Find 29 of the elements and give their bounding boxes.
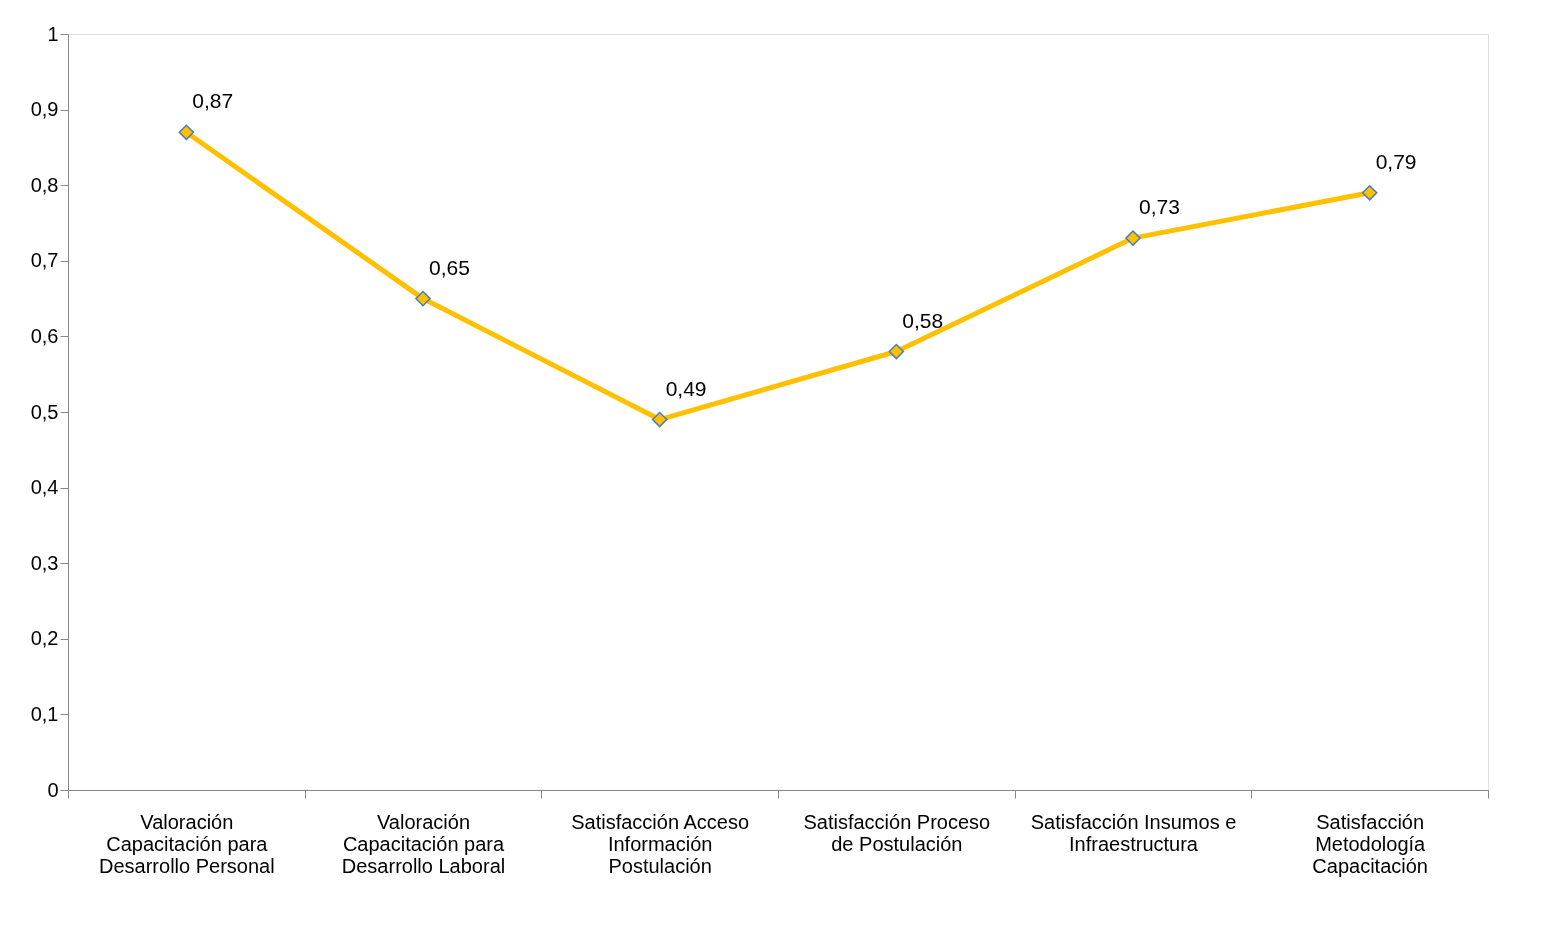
point — [1361, 184, 1378, 201]
data-label: 0,65 — [429, 255, 470, 279]
point — [178, 124, 195, 141]
x-tick-label: Valoración Capacitación para Desarrollo Laboral — [341, 810, 506, 877]
y-tick-label: 0,6 — [30, 324, 59, 347]
data-label: 0,87 — [192, 89, 234, 113]
data-label: 0,49 — [665, 376, 707, 400]
y-tick-label: 0,4 — [30, 476, 59, 499]
point — [651, 411, 668, 428]
y-tick-label: 0,3 — [30, 551, 59, 574]
data-label: 0,79 — [1375, 149, 1417, 173]
point — [415, 290, 431, 307]
x-tick-label: Valoración Capacitación para Desarrollo Personal — [99, 810, 275, 877]
x-tick-label: Satisfacción Proceso de Postulación — [803, 810, 991, 855]
x-tick-label: Satisfacción Acceso Información Postulación — [571, 810, 750, 877]
point — [888, 343, 905, 360]
y-tick-label: 0,7 — [30, 249, 59, 272]
x-tick-label: Satisfacción Metodología Capacitación — [1312, 810, 1428, 877]
y-tick-label: 0 — [47, 778, 59, 801]
data-label: 0,73 — [1139, 195, 1180, 219]
y-tick-label: 0,1 — [30, 702, 59, 725]
y-tick-label: 0,2 — [30, 627, 59, 650]
point — [1125, 230, 1141, 246]
y-tick-label: 0,5 — [30, 400, 59, 423]
data-label: 0,58 — [902, 308, 944, 332]
y-tick-label: 1 — [47, 22, 59, 45]
y-tick-label: 0,9 — [30, 98, 59, 121]
y-tick-label: 0,8 — [30, 173, 59, 196]
x-tick-label: Satisfacción Insumos e Infraestructura — [1030, 810, 1237, 855]
